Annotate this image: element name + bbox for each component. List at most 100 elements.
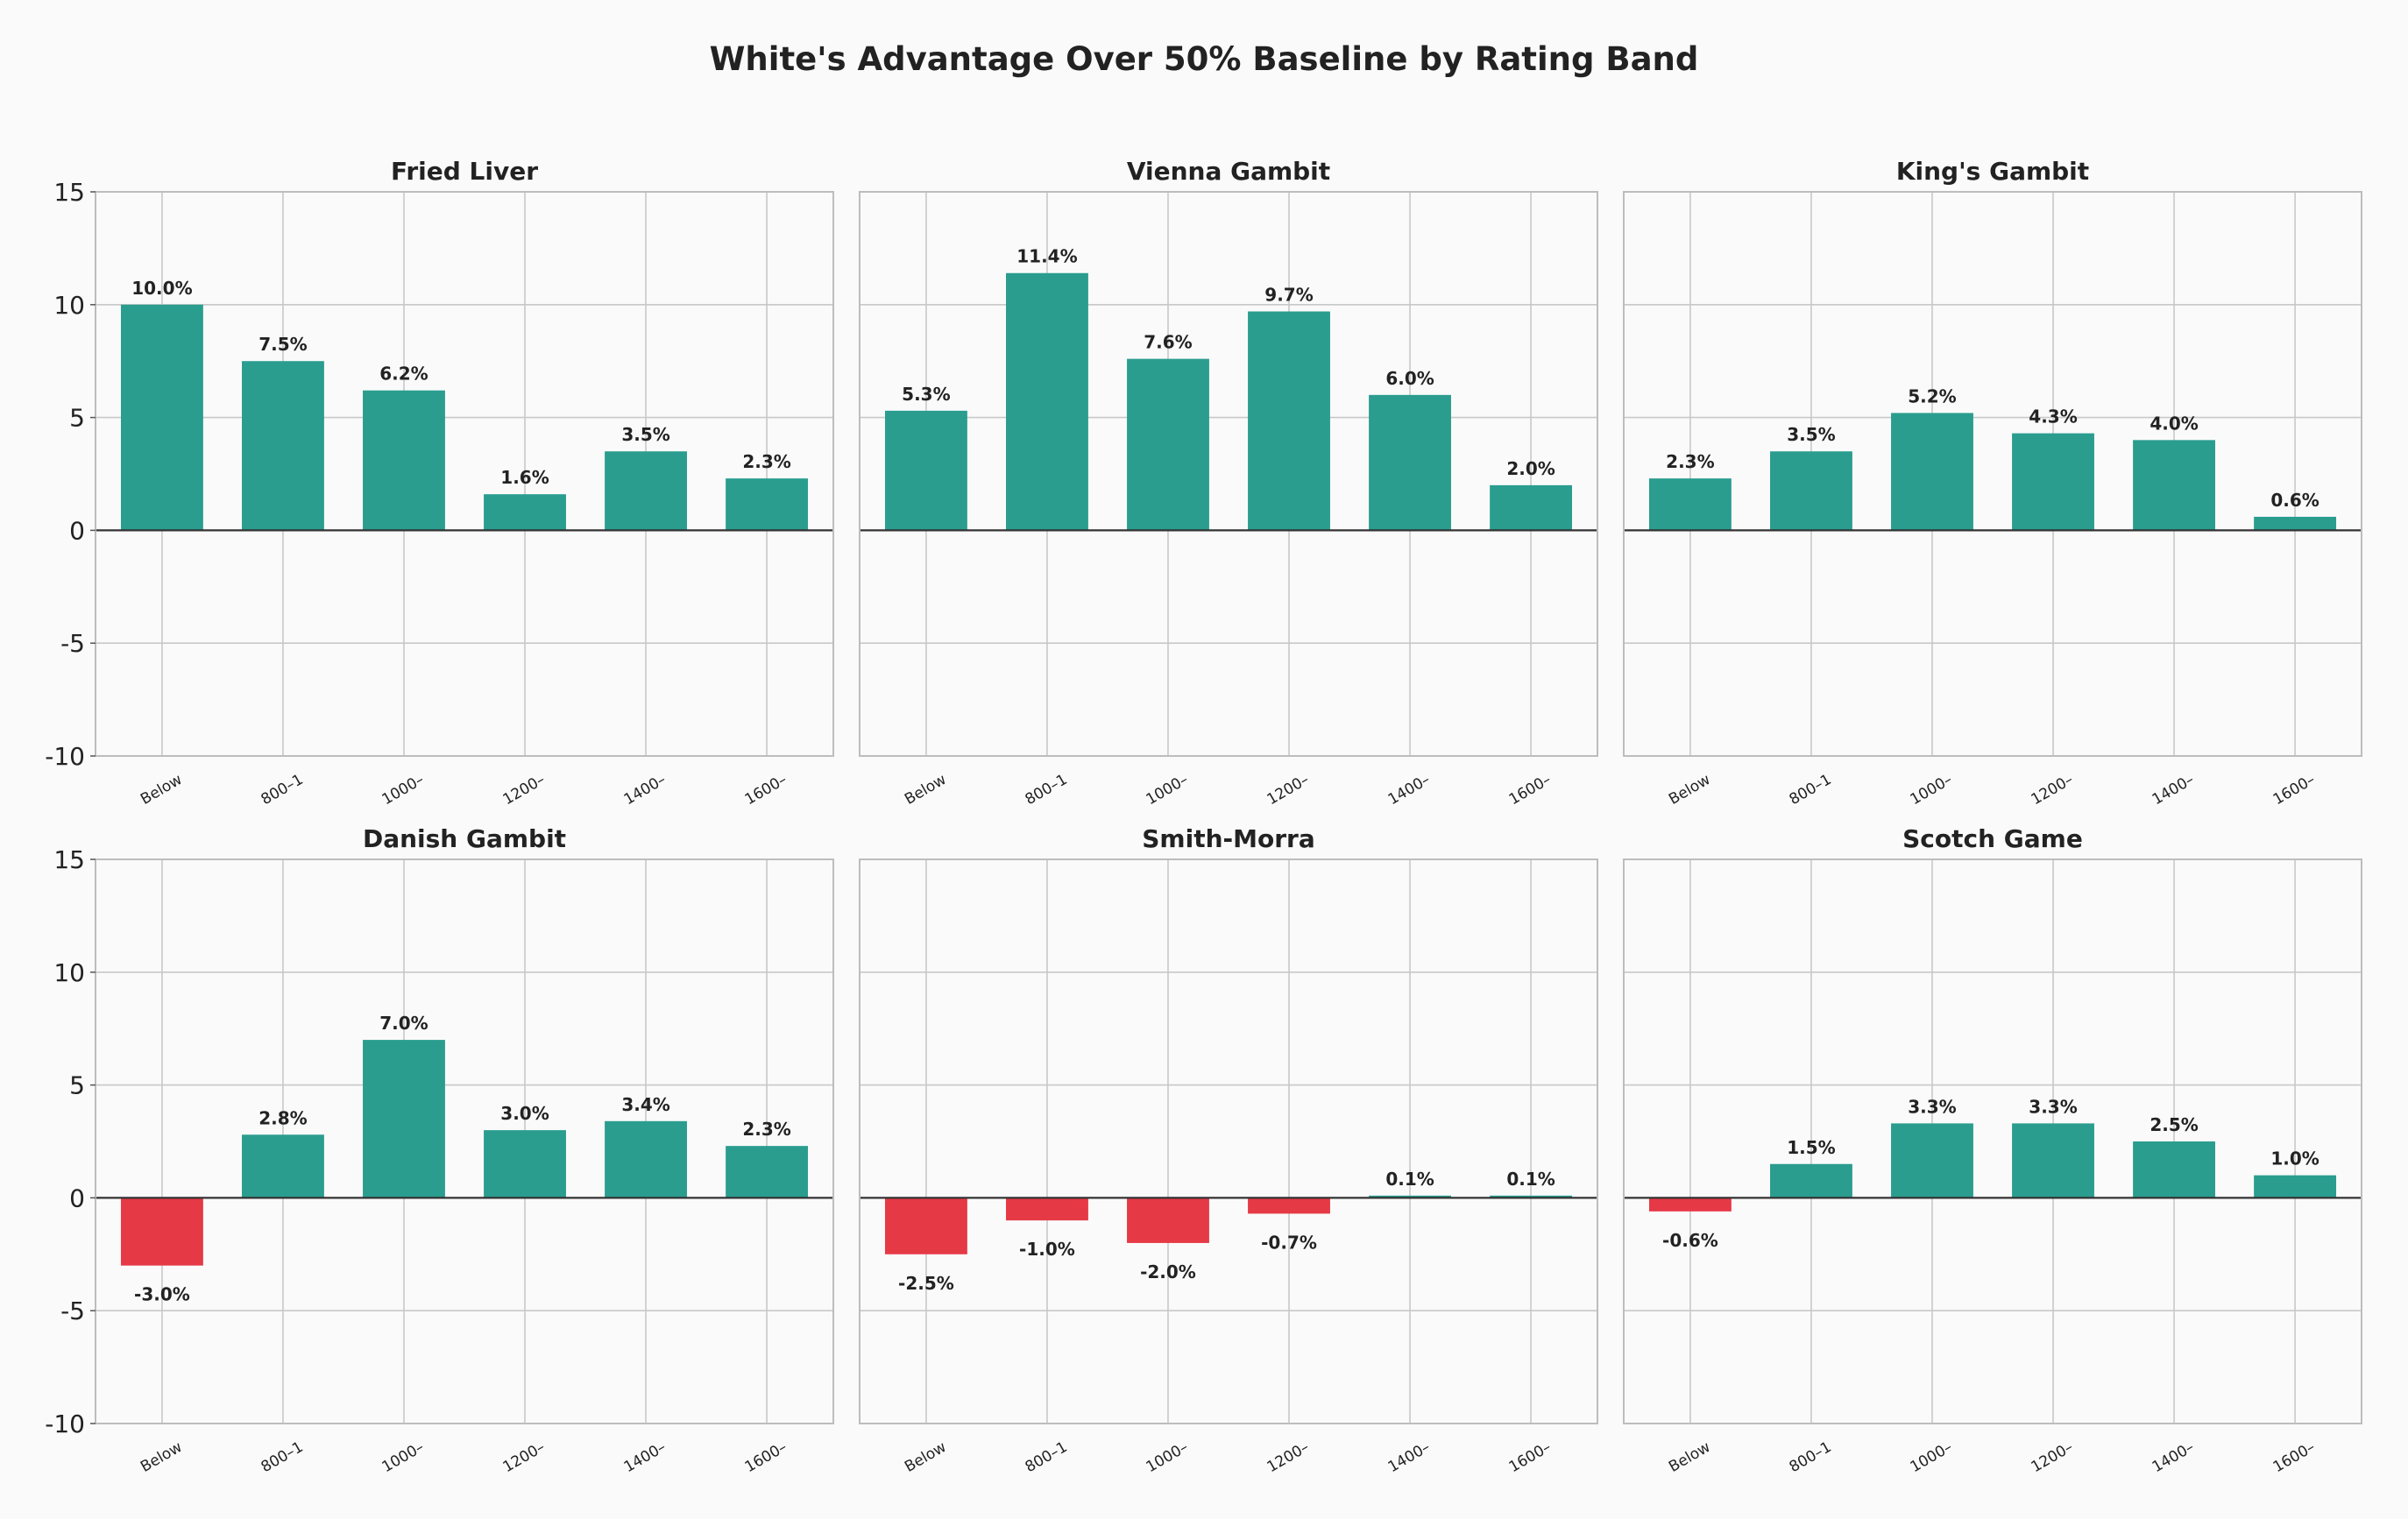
data-label: -0.6% xyxy=(1662,1230,1718,1251)
y-tick-label: 0 xyxy=(69,516,85,545)
bar xyxy=(1248,1198,1330,1214)
bar xyxy=(2133,1141,2215,1198)
subplot-title: Fried Liver xyxy=(391,157,538,186)
data-label: 3.5% xyxy=(1787,424,1835,445)
data-label: 0.6% xyxy=(2270,490,2319,511)
y-tick-label: 0 xyxy=(69,1183,85,1212)
data-label: -2.0% xyxy=(1140,1261,1196,1282)
x-tick-label: 1200– xyxy=(1264,771,1313,809)
x-tick-label: 1000– xyxy=(379,1438,428,1476)
x-tick-label: 1000– xyxy=(1144,771,1192,809)
bar xyxy=(726,478,809,531)
bar xyxy=(120,1198,203,1266)
data-label: 1.0% xyxy=(2270,1148,2319,1169)
bar xyxy=(1369,394,1451,531)
subplot-danish-gambit: -3.0% 2.8% 7.0% 3.0% 3.4% 2.3% Danish Gambit 15… xyxy=(45,824,834,1476)
bar xyxy=(484,494,566,531)
plot-area xyxy=(860,859,1597,1424)
x-tick-label: 1400– xyxy=(1385,771,1434,809)
bar xyxy=(2012,1123,2094,1198)
bar xyxy=(1369,1195,1451,1198)
plot-area xyxy=(1624,192,2362,756)
x-tick-label: 1000– xyxy=(1908,1438,1956,1476)
data-label: 10.0% xyxy=(131,278,192,299)
data-label: 3.3% xyxy=(2029,1096,2077,1117)
subplot-title: King's Gambit xyxy=(1896,157,2089,186)
x-tick-label: 1000– xyxy=(1908,771,1956,809)
bar xyxy=(1770,1163,1852,1198)
data-label: 0.1% xyxy=(1385,1169,1434,1190)
data-label: 2.8% xyxy=(259,1107,307,1128)
data-label: 3.4% xyxy=(621,1094,669,1115)
plot-frame xyxy=(95,191,834,757)
y-tick-label: 15 xyxy=(53,178,85,207)
bar xyxy=(2133,440,2215,531)
x-tick-label: 1200– xyxy=(2029,771,2077,809)
bar xyxy=(1248,311,1330,531)
plot-frame xyxy=(1623,191,2362,757)
plot-frame xyxy=(95,858,834,1424)
x-tick-label: Below xyxy=(902,771,949,809)
bar xyxy=(2012,433,2094,531)
subplot-scotch-game: -0.6% 1.5% 3.3% 3.3% 2.5% 1.0% Scotch Game Belo… xyxy=(1623,824,2362,1476)
data-label: 6.0% xyxy=(1385,368,1434,389)
x-tick-label: 1200– xyxy=(500,771,549,809)
bar xyxy=(1127,1198,1209,1243)
x-tick-label: 1400– xyxy=(621,1438,669,1476)
plot-area xyxy=(96,859,833,1424)
data-label: -2.5% xyxy=(898,1273,954,1294)
bar xyxy=(1490,1195,1573,1198)
subplot-title: Smith-Morra xyxy=(1142,824,1315,853)
data-label: -0.7% xyxy=(1261,1232,1317,1253)
data-label: 3.0% xyxy=(500,1103,549,1124)
y-tick-label: -10 xyxy=(45,742,85,771)
x-tick-label: 1200– xyxy=(2029,1438,2077,1476)
subplot-smith-morra: -2.5% -1.0% -2.0% -0.7% 0.1% 0.1% Smith-Morra B… xyxy=(859,824,1598,1476)
data-label: 3.3% xyxy=(1908,1096,1956,1117)
y-tick-label: -5 xyxy=(60,1296,85,1325)
data-label: -3.0% xyxy=(134,1284,190,1305)
data-label: 6.2% xyxy=(379,364,428,385)
x-tick-label: 1400– xyxy=(2149,1438,2198,1476)
bar xyxy=(884,410,967,531)
y-tick-label: 10 xyxy=(53,291,85,320)
figure-title: White's Advantage Over 50% Baseline by R… xyxy=(710,40,1699,78)
data-label: 3.5% xyxy=(621,424,669,445)
bar xyxy=(2254,1175,2337,1198)
x-tick-label: 800–1 xyxy=(259,771,307,809)
bar xyxy=(605,1120,687,1198)
subplot-king-s-gambit: 2.3% 3.5% 5.2% 4.3% 4.0% 0.6% King's Gambit Bel… xyxy=(1623,157,2362,809)
x-tick-label: 800–1 xyxy=(1023,1438,1071,1476)
plot-area xyxy=(860,192,1597,756)
x-tick-label: Below xyxy=(902,1438,949,1476)
x-tick-label: 1600– xyxy=(2270,771,2319,809)
data-label: 2.3% xyxy=(1666,451,1714,472)
x-tick-label: 1000– xyxy=(1144,1438,1192,1476)
bar xyxy=(2254,516,2337,531)
x-tick-label: 1600– xyxy=(742,771,790,809)
bar xyxy=(884,1198,967,1254)
data-label: 7.0% xyxy=(379,1013,428,1034)
bar xyxy=(363,1040,445,1198)
x-tick-label: 1000– xyxy=(379,771,428,809)
plot-area xyxy=(96,192,833,756)
x-tick-label: Below xyxy=(1666,771,1713,809)
bar xyxy=(242,1134,324,1198)
subplot-title: Scotch Game xyxy=(1902,824,2083,853)
y-tick-label: 15 xyxy=(53,845,85,874)
subplot-title: Vienna Gambit xyxy=(1127,157,1330,186)
data-label: 1.6% xyxy=(500,467,549,488)
x-tick-label: 1400– xyxy=(2149,771,2198,809)
bar xyxy=(1127,358,1209,531)
plot-area xyxy=(1624,859,2362,1424)
data-label: 4.0% xyxy=(2149,413,2198,434)
y-tick-label: -10 xyxy=(45,1409,85,1438)
data-label: 0.1% xyxy=(1506,1169,1555,1190)
x-tick-label: 1600– xyxy=(1506,771,1555,809)
data-label: -1.0% xyxy=(1019,1239,1075,1260)
subplot-fried-liver: 10.0% 7.5% 6.2% 1.6% 3.5% 2.3% Fried Liver 15 10… xyxy=(45,157,834,809)
x-tick-label: 1400– xyxy=(621,771,669,809)
y-tick-label: 5 xyxy=(69,404,85,433)
